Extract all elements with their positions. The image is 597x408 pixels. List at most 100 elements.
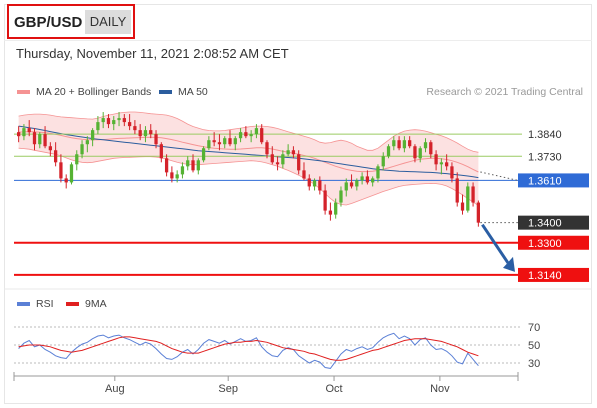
candle-68 xyxy=(376,166,380,179)
candle-44 xyxy=(249,134,253,137)
candle-26 xyxy=(154,134,158,145)
legend-ma50-label: MA 50 xyxy=(178,86,208,98)
candle-76 xyxy=(418,148,422,159)
legend-swatch-bollinger xyxy=(17,90,30,95)
candle-77 xyxy=(423,142,428,149)
forecast-arrow-shaft xyxy=(481,223,510,264)
candle-28 xyxy=(164,158,169,173)
candle-82 xyxy=(450,166,454,179)
candle-5 xyxy=(43,134,47,147)
rsi-tick-label-70: 70 xyxy=(528,322,540,334)
candle-70 xyxy=(386,146,391,157)
candle-40 xyxy=(228,138,232,145)
pivot-dotted-connector xyxy=(480,171,519,181)
legend-ma50: MA 50 xyxy=(159,86,208,98)
candle-48 xyxy=(270,154,274,163)
chart-frame xyxy=(4,4,592,404)
candle-6 xyxy=(48,146,52,151)
candle-22 xyxy=(133,126,137,131)
x-tick-label-Nov: Nov xyxy=(430,383,450,395)
rsi-tick-label-30: 30 xyxy=(528,358,540,370)
candle-3 xyxy=(32,132,37,145)
legend-rsi-label: RSI xyxy=(36,298,54,310)
candle-7 xyxy=(53,150,58,163)
candle-61 xyxy=(339,190,343,203)
candle-78 xyxy=(429,142,433,155)
bollinger-upper-line xyxy=(18,111,479,153)
candle-83 xyxy=(455,178,459,203)
candle-43 xyxy=(244,132,248,137)
legend-swatch-rsi xyxy=(17,302,30,307)
header-divider xyxy=(4,40,592,41)
candle-54 xyxy=(302,170,306,179)
candle-10 xyxy=(69,164,74,183)
candle-25 xyxy=(149,130,153,135)
candle-30 xyxy=(175,174,179,179)
candle-51 xyxy=(286,150,290,155)
candle-33 xyxy=(191,160,195,171)
credit-text: Research © 2021 Trading Central xyxy=(426,86,583,98)
candle-58 xyxy=(323,190,327,211)
legend-swatch-9ma xyxy=(66,302,79,307)
period-button[interactable]: DAILY xyxy=(85,10,131,34)
candle-15 xyxy=(96,122,100,131)
candle-17 xyxy=(106,118,111,125)
candle-53 xyxy=(297,154,301,171)
candle-29 xyxy=(170,172,174,179)
rsi-tick-label-50: 50 xyxy=(528,340,540,352)
forecast-arrow-head xyxy=(503,256,515,272)
candle-18 xyxy=(112,120,116,125)
candle-71 xyxy=(392,140,396,147)
candle-34 xyxy=(196,160,200,171)
support-label-5: 1.3140 xyxy=(528,270,562,282)
ma20-line xyxy=(18,131,479,173)
candle-19 xyxy=(117,118,121,121)
candle-50 xyxy=(281,154,285,165)
support-label-box-5 xyxy=(518,267,589,282)
candle-45 xyxy=(254,128,259,135)
resistance-label-1: 1.3730 xyxy=(528,151,562,163)
candle-72 xyxy=(397,140,401,149)
candle-65 xyxy=(360,176,364,181)
candle-69 xyxy=(381,156,385,167)
candle-64 xyxy=(355,180,359,187)
candle-63 xyxy=(349,182,354,187)
candle-81 xyxy=(445,162,449,167)
candle-4 xyxy=(38,134,42,145)
candle-21 xyxy=(127,122,132,127)
candle-14 xyxy=(90,130,95,141)
current-price-label: 1.3400 xyxy=(528,218,562,230)
candle-16 xyxy=(101,118,105,123)
instrument-name: GBP/USD xyxy=(14,14,83,31)
candle-60 xyxy=(334,202,338,215)
ma50-line xyxy=(18,125,479,179)
candle-11 xyxy=(75,154,79,165)
candle-85 xyxy=(466,186,470,211)
candle-24 xyxy=(143,130,148,137)
candle-38 xyxy=(217,142,222,145)
legend-swatch-ma50 xyxy=(159,90,172,95)
candle-35 xyxy=(201,148,206,161)
candle-52 xyxy=(291,150,296,155)
candle-62 xyxy=(344,182,348,191)
candle-86 xyxy=(471,186,475,203)
candle-42 xyxy=(238,132,243,139)
candle-47 xyxy=(265,142,269,155)
candle-1 xyxy=(22,128,26,137)
candle-80 xyxy=(439,162,444,165)
candle-31 xyxy=(180,166,185,175)
x-tick-label-Oct: Oct xyxy=(325,383,342,395)
timestamp: Thursday, November 11, 2021 2:08:52 AM C… xyxy=(16,46,289,61)
candle-46 xyxy=(260,128,264,143)
pivot-label-box xyxy=(518,173,589,188)
candle-13 xyxy=(85,140,89,145)
candle-67 xyxy=(371,178,375,183)
candle-41 xyxy=(233,138,237,145)
legend-bollinger: MA 20 + Bollinger Bands xyxy=(17,86,151,98)
support-label-box-4 xyxy=(518,235,589,250)
candle-9 xyxy=(64,178,68,183)
x-tick-label-Sep: Sep xyxy=(218,383,238,395)
candle-2 xyxy=(27,128,31,133)
rsi-9ma-line xyxy=(18,336,479,361)
candle-56 xyxy=(312,180,317,187)
